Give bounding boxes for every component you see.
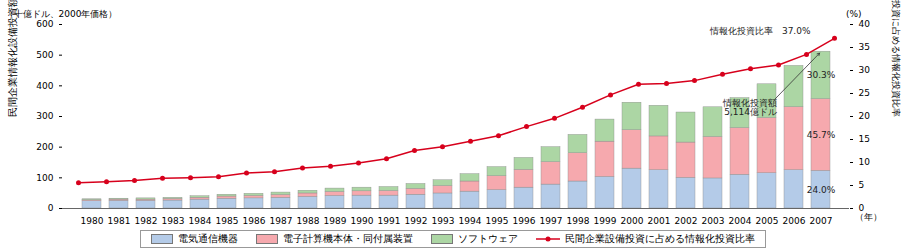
html-text:民間企業設備投資に占める情報化投資比率: 民間企業設備投資に占める情報化投資比率 — [564, 232, 755, 244]
svg-text:40: 40 — [859, 19, 871, 29]
html-text:電気通信機器: 電気通信機器 — [177, 232, 238, 244]
svg-text:30.3%: 30.3% — [807, 70, 836, 80]
svg-text:10: 10 — [859, 157, 871, 167]
svg-text:1991: 1991 — [378, 216, 401, 226]
svg-text:2002: 2002 — [675, 216, 698, 226]
svg-text:2007: 2007 — [810, 216, 833, 226]
svg-text:1980: 1980 — [81, 216, 104, 226]
svg-text:（十億ドル、2000年価格）: （十億ドル、2000年価格） — [5, 9, 118, 19]
svg-text:1987: 1987 — [270, 216, 293, 226]
svg-text:400: 400 — [36, 81, 53, 91]
svg-text:2003: 2003 — [702, 216, 725, 226]
svg-text:200: 200 — [36, 142, 53, 152]
svg-text:1990: 1990 — [351, 216, 374, 226]
svg-text:1989: 1989 — [324, 216, 347, 226]
svg-text:300: 300 — [36, 111, 53, 121]
svg-text:24.0%: 24.0% — [807, 185, 836, 195]
svg-text:1999: 1999 — [594, 216, 617, 226]
svg-text:2006: 2006 — [783, 216, 806, 226]
svg-text:600: 600 — [36, 19, 53, 29]
svg-text:35: 35 — [859, 42, 870, 52]
svg-text:1998: 1998 — [567, 216, 590, 226]
svg-text:15: 15 — [859, 134, 870, 144]
svg-text:2005: 2005 — [756, 216, 779, 226]
svg-text:1992: 1992 — [405, 216, 428, 226]
svg-text:30: 30 — [859, 65, 871, 75]
svg-text:1982: 1982 — [135, 216, 158, 226]
svg-text:2004: 2004 — [729, 216, 752, 226]
svg-text:500: 500 — [36, 50, 53, 60]
svg-text:5: 5 — [859, 180, 865, 190]
svg-text:2001: 2001 — [648, 216, 671, 226]
svg-text:1995: 1995 — [486, 216, 509, 226]
svg-text:1983: 1983 — [162, 216, 185, 226]
svg-text:情報化投資比率 37.0%: 情報化投資比率 37.0% — [709, 26, 811, 36]
svg-text:1984: 1984 — [189, 216, 212, 226]
svg-text:情報化投資額5,114億ドル: 情報化投資額5,114億ドル — [722, 98, 777, 118]
svg-text:民間企業設備投資に占める情報化投資比率: 民間企業設備投資に占める情報化投資比率 — [891, 0, 901, 117]
svg-text:2000: 2000 — [621, 216, 644, 226]
svg-text:0: 0 — [859, 203, 865, 213]
svg-text:1994: 1994 — [459, 216, 482, 226]
svg-text:（年）: （年） — [855, 212, 882, 222]
svg-text:0: 0 — [48, 203, 54, 213]
svg-text:1986: 1986 — [243, 216, 266, 226]
svg-text:(%): (%) — [846, 9, 862, 19]
svg-text:1996: 1996 — [513, 216, 536, 226]
svg-text:25: 25 — [859, 88, 870, 98]
svg-text:1993: 1993 — [432, 216, 455, 226]
svg-text:1988: 1988 — [297, 216, 320, 226]
svg-text:民間企業情報化設備投資額: 民間企業情報化設備投資額 — [7, 0, 18, 117]
svg-text:1997: 1997 — [540, 216, 563, 226]
html-text:電子計算機本体・同付属装置: 電子計算機本体・同付属装置 — [282, 232, 413, 244]
html-text:ソフトウェア: ソフトウェア — [457, 232, 518, 244]
svg-text:1985: 1985 — [216, 216, 239, 226]
svg-text:1981: 1981 — [108, 216, 131, 226]
svg-text:20: 20 — [859, 111, 871, 121]
svg-text:100: 100 — [36, 173, 53, 183]
svg-text:45.7%: 45.7% — [807, 130, 836, 140]
